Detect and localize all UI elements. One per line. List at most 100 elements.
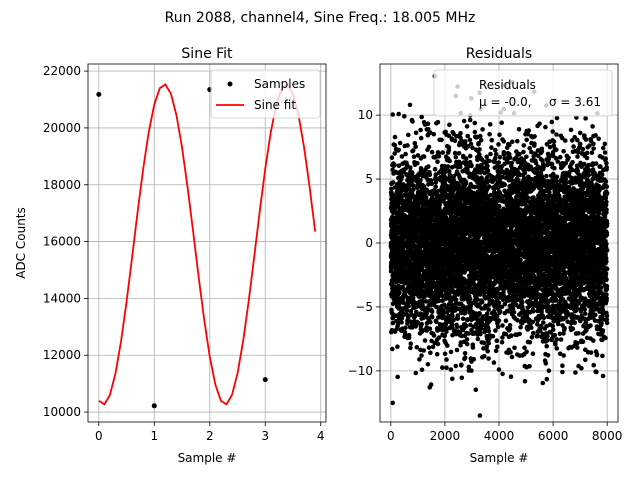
residual-point (588, 137, 593, 142)
residual-point (591, 146, 596, 151)
residual-point (430, 344, 436, 350)
residual-point (559, 165, 565, 170)
residual-point (568, 327, 574, 333)
residual-point (390, 112, 396, 117)
residual-point (515, 138, 520, 144)
residual-point (444, 357, 449, 362)
residual-point (458, 135, 463, 140)
residual-point (529, 335, 535, 340)
residual-point (518, 311, 524, 316)
residual-point (544, 157, 550, 162)
residual-point (453, 301, 459, 306)
residual-point (431, 131, 437, 137)
residual-point (596, 136, 601, 142)
residual-point (429, 195, 435, 200)
residual-point (582, 311, 588, 316)
legend-samples-label: Samples (254, 77, 305, 91)
residual-point (521, 143, 527, 148)
residual-point (470, 145, 475, 151)
residual-point (570, 149, 576, 155)
residual-point (577, 298, 583, 304)
residual-point (481, 198, 487, 204)
residual-point (592, 318, 598, 323)
residual-point (389, 307, 394, 313)
residual-point (509, 354, 515, 360)
residual-point (557, 331, 563, 337)
residual-point (390, 346, 395, 352)
residual-point (462, 355, 468, 361)
legend-samples-marker (227, 81, 233, 87)
residual-point (447, 122, 452, 128)
residual-point (390, 400, 396, 406)
residual-point (435, 328, 440, 333)
x-tick-label: 0 (95, 429, 103, 443)
residual-point (590, 124, 595, 129)
residual-point (560, 363, 565, 369)
residual-point (542, 326, 548, 331)
residual-point (467, 296, 473, 302)
residual-point (604, 160, 609, 166)
residual-point (457, 332, 463, 338)
residual-point (602, 150, 608, 155)
residual-point (396, 111, 402, 117)
residual-point (550, 327, 556, 333)
residual-point (417, 331, 423, 336)
residual-point (502, 301, 508, 307)
residual-point (501, 331, 507, 337)
sine-fit-axes: 0 1 2 3 410000120001400016000180002000022000… (14, 46, 327, 465)
residual-point (598, 164, 603, 169)
y-tick-label: 16000 (43, 235, 81, 249)
residual-point (600, 373, 606, 379)
residual-point (584, 327, 589, 333)
residual-point (573, 331, 579, 336)
sample-point (262, 377, 268, 383)
residual-point (432, 166, 438, 172)
residual-point (473, 147, 479, 152)
y-tick-label: 22000 (43, 64, 81, 78)
residual-point (529, 133, 534, 139)
residual-point (574, 298, 579, 304)
residuals-plot-area (388, 74, 610, 418)
residual-point (535, 308, 540, 314)
residual-point (396, 163, 402, 168)
x-tick-label: 3 (261, 429, 269, 443)
residual-point (489, 145, 494, 150)
residual-point (473, 167, 478, 172)
residual-point (493, 348, 499, 354)
residual-point (399, 154, 405, 159)
residual-point (440, 150, 446, 155)
residual-point (401, 167, 407, 173)
residual-point (419, 321, 425, 327)
residual-point (577, 130, 583, 136)
residual-point (585, 349, 591, 355)
residual-point (496, 142, 501, 147)
y-tick-label: 12000 (43, 348, 81, 362)
legend-sine-fit-label: Sine fit (254, 98, 296, 112)
figure-suptitle: Run 2088, channel4, Sine Freq.: 18.005 M… (165, 10, 476, 26)
residual-point (428, 350, 433, 356)
residual-point (423, 195, 429, 200)
residual-point (512, 345, 517, 351)
residual-point (543, 124, 548, 130)
y-tick-label: 20000 (43, 121, 81, 135)
residual-point (550, 129, 555, 134)
sine-fit-title: Sine Fit (181, 46, 233, 62)
sine-fit-legend: Samples Sine fit (210, 69, 321, 119)
residual-point (555, 321, 561, 327)
residual-point (429, 338, 434, 344)
sample-point (151, 403, 157, 409)
residual-point (409, 312, 414, 318)
residual-point (578, 318, 583, 324)
residual-point (573, 370, 578, 375)
x-tick-label: 2 (206, 429, 214, 443)
residual-point (594, 369, 599, 375)
residual-point (575, 340, 580, 346)
residual-point (402, 143, 408, 149)
residual-point (544, 344, 549, 349)
residual-point (434, 120, 439, 126)
residual-point (435, 341, 441, 347)
residual-point (588, 323, 593, 328)
residual-point (412, 141, 418, 146)
residual-point (560, 369, 565, 375)
